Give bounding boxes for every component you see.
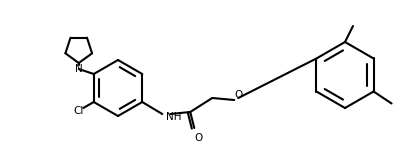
Text: NH: NH [166,112,182,122]
Text: Cl: Cl [73,106,83,116]
Text: O: O [234,90,243,100]
Text: N: N [75,64,83,74]
Text: O: O [194,133,202,143]
